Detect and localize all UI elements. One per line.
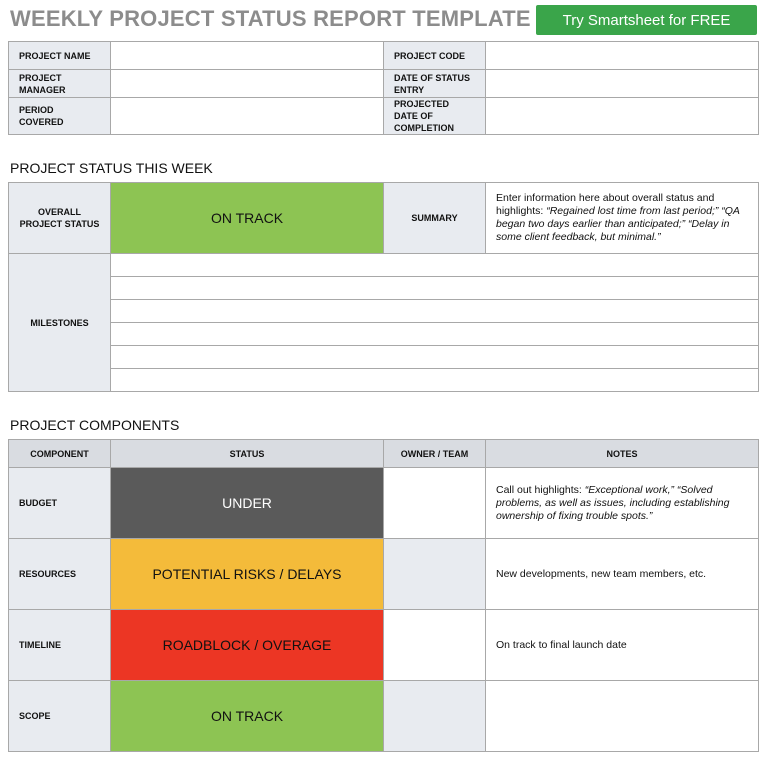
table-row: SCOPE ON TRACK	[8, 680, 759, 752]
milestones-label: MILESTONES	[8, 253, 111, 392]
table-row: RESOURCES POTENTIAL RISKS / DELAYS New d…	[8, 538, 759, 610]
component-resources: RESOURCES	[8, 538, 111, 610]
project-manager-field[interactable]	[110, 69, 384, 98]
project-status-heading: PROJECT STATUS THIS WEEK	[10, 160, 213, 176]
budget-notes[interactable]: Call out highlights: “Exceptional work,”…	[485, 467, 759, 539]
milestone-row[interactable]	[110, 345, 759, 369]
timeline-notes[interactable]: On track to final launch date	[485, 609, 759, 681]
resources-owner-field[interactable]	[383, 538, 486, 610]
project-code-field[interactable]	[485, 41, 759, 70]
project-name-field[interactable]	[110, 41, 384, 70]
summary-examples: “Regained lost time from last period;” “…	[496, 205, 740, 243]
date-of-status-entry-field[interactable]	[485, 69, 759, 98]
scope-notes[interactable]	[485, 680, 759, 752]
projected-completion-label: PROJECTED DATE OF COMPLETION	[383, 97, 486, 135]
overall-status-label: OVERALL PROJECT STATUS	[8, 182, 111, 254]
budget-owner-field[interactable]	[383, 467, 486, 539]
resources-notes[interactable]: New developments, new team members, etc.	[485, 538, 759, 610]
project-info-table: PROJECT NAME PROJECT CODE PROJECT MANAGE…	[8, 41, 759, 135]
budget-notes-examples: “Exceptional work,” “Solved problems, as…	[496, 483, 730, 522]
overall-status-value[interactable]: ON TRACK	[110, 182, 384, 254]
component-scope: SCOPE	[8, 680, 111, 752]
owner-team-header: OWNER / TEAM	[383, 439, 486, 468]
projected-completion-field[interactable]	[485, 97, 759, 135]
status-header: STATUS	[110, 439, 384, 468]
summary-intro: Enter information here about overall sta…	[496, 192, 715, 217]
milestone-row[interactable]	[110, 276, 759, 300]
period-covered-label: PERIOD COVERED	[8, 97, 111, 135]
table-row: BUDGET UNDER Call out highlights: “Excep…	[8, 467, 759, 539]
timeline-owner-field[interactable]	[383, 609, 486, 681]
milestone-row[interactable]	[110, 368, 759, 392]
try-smartsheet-button[interactable]: Try Smartsheet for FREE	[536, 5, 757, 35]
page-title: WEEKLY PROJECT STATUS REPORT TEMPLATE	[10, 6, 531, 31]
milestone-row[interactable]	[110, 253, 759, 277]
project-components-table: COMPONENT STATUS OWNER / TEAM NOTES BUDG…	[8, 439, 759, 752]
component-timeline: TIMELINE	[8, 609, 111, 681]
project-status-table: OVERALL PROJECT STATUS ON TRACK SUMMARY …	[8, 182, 759, 392]
summary-text[interactable]: Enter information here about overall sta…	[485, 182, 759, 254]
milestone-row[interactable]	[110, 322, 759, 346]
budget-notes-intro: Call out highlights:	[496, 483, 585, 496]
summary-label: SUMMARY	[383, 182, 486, 254]
date-of-status-entry-label: DATE OF STATUS ENTRY	[383, 69, 486, 98]
scope-status[interactable]: ON TRACK	[110, 680, 384, 752]
scope-owner-field[interactable]	[383, 680, 486, 752]
period-covered-field[interactable]	[110, 97, 384, 135]
notes-header: NOTES	[485, 439, 759, 468]
budget-status[interactable]: UNDER	[110, 467, 384, 539]
project-components-heading: PROJECT COMPONENTS	[10, 417, 180, 433]
component-header: COMPONENT	[8, 439, 111, 468]
milestone-row[interactable]	[110, 299, 759, 323]
project-name-label: PROJECT NAME	[8, 41, 111, 70]
component-budget: BUDGET	[8, 467, 111, 539]
timeline-status[interactable]: ROADBLOCK / OVERAGE	[110, 609, 384, 681]
resources-status[interactable]: POTENTIAL RISKS / DELAYS	[110, 538, 384, 610]
table-row: TIMELINE ROADBLOCK / OVERAGE On track to…	[8, 609, 759, 681]
project-code-label: PROJECT CODE	[383, 41, 486, 70]
project-manager-label: PROJECT MANAGER	[8, 69, 111, 98]
